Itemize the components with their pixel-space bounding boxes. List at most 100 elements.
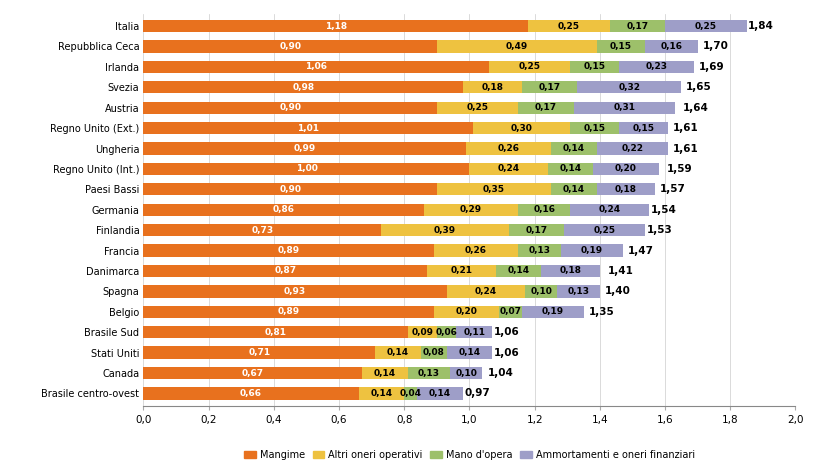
Text: 0,90: 0,90 [278, 103, 301, 112]
Bar [521, 81, 577, 94]
Text: 1,18: 1,18 [324, 22, 346, 30]
Bar [361, 367, 407, 379]
Text: 0,20: 0,20 [614, 165, 636, 173]
Text: 0,13: 0,13 [417, 368, 439, 378]
Bar [498, 306, 521, 318]
Bar [358, 387, 404, 400]
Text: 0,26: 0,26 [497, 144, 519, 153]
Bar [423, 204, 518, 216]
Bar [570, 122, 618, 134]
Text: 0,15: 0,15 [609, 42, 631, 51]
Text: 1,61: 1,61 [672, 143, 698, 154]
Bar [456, 326, 491, 338]
Bar [143, 204, 423, 216]
Bar [468, 163, 547, 175]
Text: 0,24: 0,24 [474, 287, 496, 296]
Bar [618, 122, 667, 134]
Text: 1,04: 1,04 [486, 368, 513, 378]
Text: 0,22: 0,22 [621, 144, 643, 153]
Bar [143, 224, 381, 236]
Text: 1,84: 1,84 [747, 21, 773, 31]
Bar [437, 41, 596, 53]
Text: 0,90: 0,90 [278, 185, 301, 194]
Text: 0,25: 0,25 [694, 22, 716, 30]
Text: 0,08: 0,08 [422, 348, 444, 357]
Bar [495, 265, 541, 277]
Bar [664, 20, 745, 32]
Text: 0,14: 0,14 [562, 185, 584, 194]
Bar [450, 367, 482, 379]
Text: 1,35: 1,35 [588, 307, 613, 317]
Text: 0,14: 0,14 [373, 368, 396, 378]
Bar [577, 81, 681, 94]
Text: 0,20: 0,20 [455, 307, 477, 316]
Bar [437, 101, 518, 114]
Bar [143, 142, 466, 154]
Bar [596, 183, 654, 195]
Text: 0,18: 0,18 [614, 185, 636, 194]
Bar [573, 101, 674, 114]
Bar [550, 142, 596, 154]
Bar [404, 387, 417, 400]
Text: 0,19: 0,19 [580, 246, 602, 255]
Text: 0,19: 0,19 [541, 307, 563, 316]
Bar [420, 347, 446, 359]
Text: 0,89: 0,89 [277, 246, 299, 255]
Bar [560, 244, 622, 257]
Bar [446, 347, 491, 359]
Bar [143, 163, 468, 175]
Text: 0,17: 0,17 [537, 83, 559, 92]
Text: 1,69: 1,69 [699, 62, 724, 72]
Text: 1,61: 1,61 [672, 123, 698, 133]
Bar [446, 285, 524, 297]
Bar [488, 61, 570, 73]
Bar [143, 265, 427, 277]
Text: 0,81: 0,81 [265, 328, 286, 337]
Text: 1,06: 1,06 [493, 348, 519, 358]
Text: 1,70: 1,70 [702, 41, 727, 52]
Text: 0,15: 0,15 [583, 62, 605, 71]
Text: 0,31: 0,31 [613, 103, 635, 112]
Text: 0,98: 0,98 [292, 83, 314, 92]
Bar [596, 142, 667, 154]
Bar [143, 101, 437, 114]
Bar [143, 367, 361, 379]
Text: 0,14: 0,14 [559, 165, 581, 173]
Text: 0,25: 0,25 [593, 226, 615, 235]
Text: 0,10: 0,10 [455, 368, 477, 378]
Bar [143, 183, 437, 195]
Text: 0,89: 0,89 [277, 307, 299, 316]
Bar [381, 224, 508, 236]
Text: 0,35: 0,35 [482, 185, 505, 194]
Text: 0,25: 0,25 [557, 22, 579, 30]
Text: 0,06: 0,06 [435, 328, 457, 337]
Text: 0,17: 0,17 [524, 226, 546, 235]
Text: 0,14: 0,14 [562, 144, 584, 153]
Text: 0,67: 0,67 [242, 368, 264, 378]
Bar [596, 41, 645, 53]
Bar [427, 265, 495, 277]
Bar [466, 142, 550, 154]
Text: 0,32: 0,32 [618, 83, 640, 92]
Text: 0,21: 0,21 [450, 266, 472, 276]
Text: 0,09: 0,09 [410, 328, 432, 337]
Text: 1,57: 1,57 [659, 184, 686, 195]
Bar [143, 285, 446, 297]
Bar [570, 204, 648, 216]
Text: 1,06: 1,06 [493, 327, 519, 337]
Text: 0,87: 0,87 [274, 266, 296, 276]
Bar [570, 61, 618, 73]
Text: 0,15: 0,15 [632, 124, 654, 133]
Text: 0,26: 0,26 [464, 246, 486, 255]
Text: 0,10: 0,10 [530, 287, 551, 296]
Text: 0,14: 0,14 [370, 389, 392, 398]
Text: 1,40: 1,40 [604, 286, 630, 296]
Text: 0,14: 0,14 [458, 348, 480, 357]
Text: 0,14: 0,14 [507, 266, 529, 276]
Text: 0,15: 0,15 [583, 124, 605, 133]
Text: 0,25: 0,25 [466, 103, 488, 112]
Text: 0,39: 0,39 [433, 226, 455, 235]
Bar [563, 224, 645, 236]
Text: 0,18: 0,18 [481, 83, 503, 92]
Text: 0,97: 0,97 [464, 389, 490, 398]
